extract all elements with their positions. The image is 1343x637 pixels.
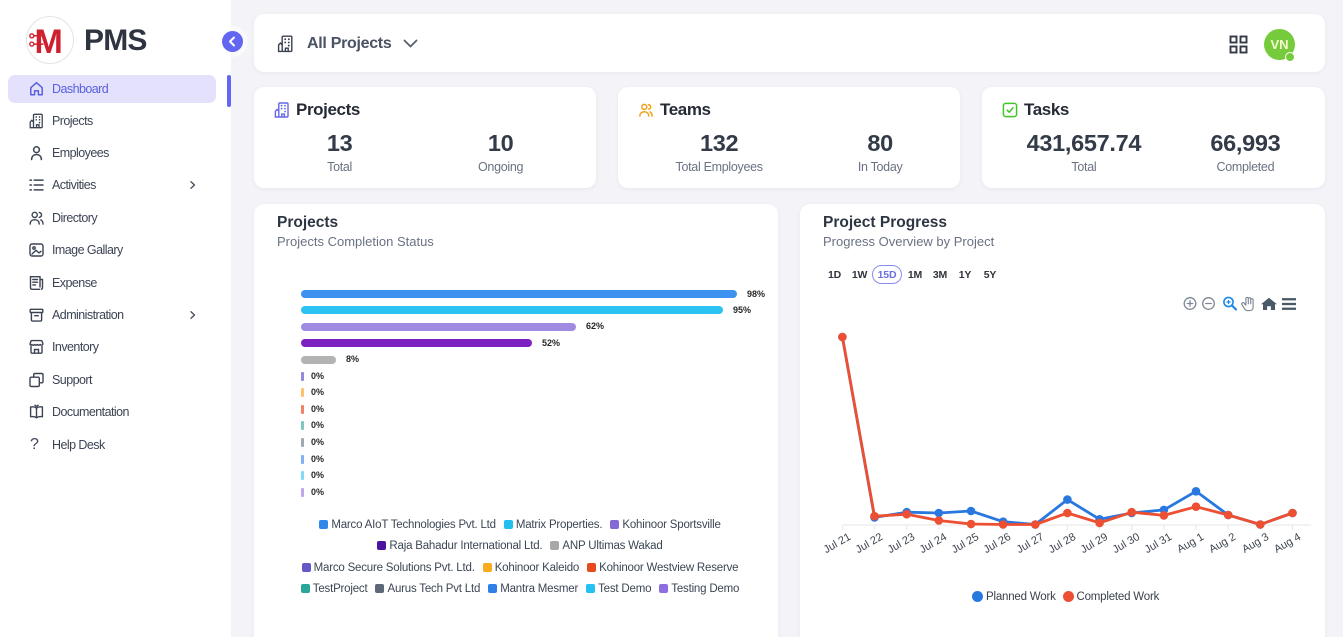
svg-text:M: M xyxy=(35,23,63,61)
